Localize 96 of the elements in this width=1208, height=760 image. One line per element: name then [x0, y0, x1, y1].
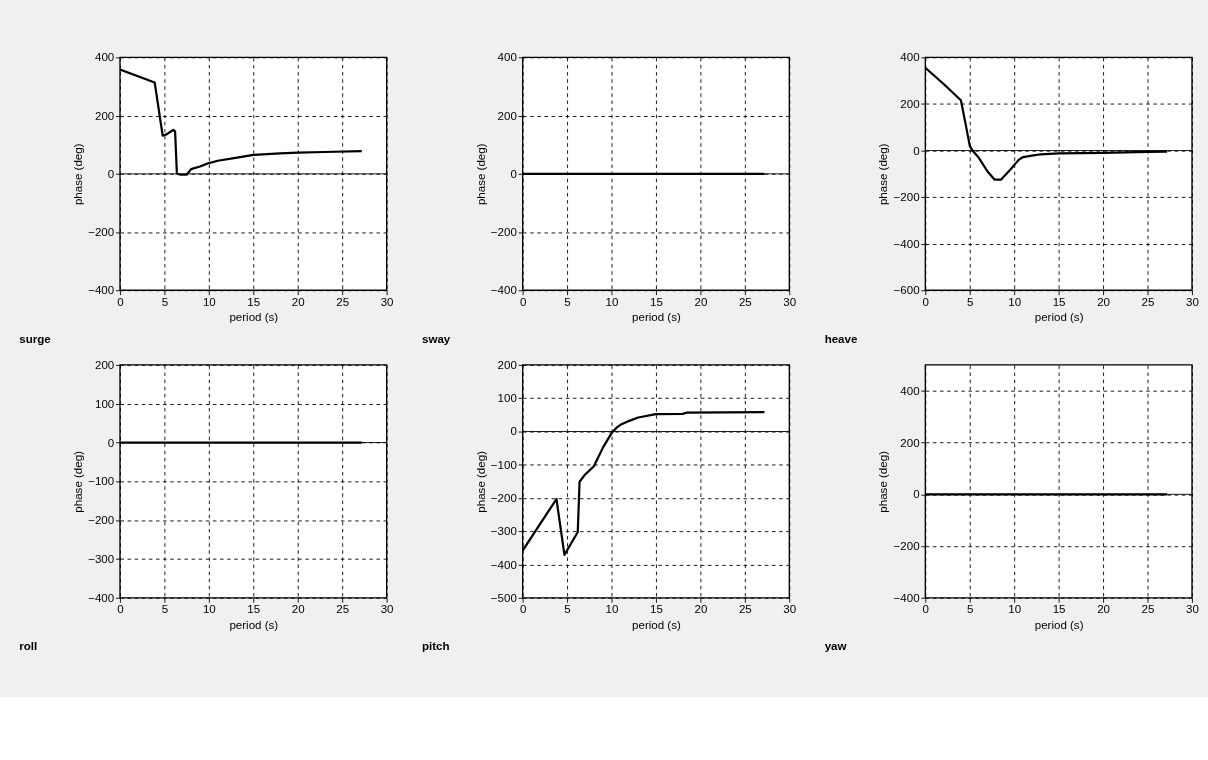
x-tick-label: 10: [1008, 295, 1022, 308]
x-tick-label: 0: [519, 603, 527, 616]
y-tick-label: −100: [88, 475, 115, 488]
x-tick-label: 5: [967, 295, 974, 308]
y-axis-title: phase (deg): [877, 143, 890, 206]
y-tick-label: −400: [490, 558, 517, 571]
x-tick-label: 25: [1141, 603, 1155, 616]
x-tick-label: 15: [1052, 603, 1066, 616]
y-tick-label: −300: [490, 525, 517, 538]
text: roll: [19, 640, 38, 653]
y-tick-label: 200: [94, 358, 115, 371]
y-tick-label: 200: [497, 109, 517, 122]
x-tick-label: 20: [694, 295, 708, 308]
text: pitch: [421, 640, 450, 653]
y-tick-label: −200: [88, 226, 115, 239]
y-tick-label: 400: [94, 51, 115, 64]
y-axis-title: phase (deg): [877, 450, 890, 513]
x-tick-label: 25: [336, 295, 350, 308]
x-tick-label: 20: [291, 603, 305, 616]
y-tick-label: 200: [900, 436, 920, 449]
x-tick-label: 25: [1141, 295, 1155, 308]
y-tick-label: −100: [490, 458, 517, 471]
x-tick-label: 15: [650, 295, 663, 308]
y-tick-label: 100: [94, 397, 115, 410]
y-tick-label: −500: [490, 591, 517, 604]
y-tick-label: −400: [490, 284, 517, 297]
y-axis-title: phase (deg): [71, 143, 84, 206]
y-tick-label: −400: [88, 591, 115, 604]
x-tick-label: 0: [519, 295, 527, 308]
x-tick-label: 30: [1186, 603, 1199, 616]
x-tick-label: 10: [1008, 603, 1022, 616]
y-tick-label: −200: [893, 191, 920, 204]
x-tick-label: 25: [738, 603, 752, 616]
x-tick-label: 20: [291, 295, 305, 308]
text: heave: [824, 332, 858, 345]
x-tick-label: 0: [922, 295, 929, 308]
x-tick-label: 10: [605, 295, 619, 308]
y-tick-label: 400: [900, 384, 920, 397]
y-tick-label: 400: [900, 51, 920, 64]
x-tick-label: 0: [922, 603, 929, 616]
text: yaw: [824, 640, 847, 653]
x-tick-label: 0: [117, 603, 124, 616]
x-tick-label: 25: [738, 295, 752, 308]
x-tick-label: 20: [1097, 603, 1110, 616]
y-tick-label: −200: [490, 492, 517, 505]
x-tick-label: 25: [336, 603, 350, 616]
x-tick-label: 5: [564, 295, 571, 308]
y-tick-label: −200: [893, 540, 920, 553]
y-tick-label: 0: [107, 167, 115, 180]
y-tick-label: −400: [893, 237, 920, 250]
text: surge: [19, 332, 52, 345]
x-tick-label: 0: [117, 295, 124, 308]
y-tick-label: −200: [490, 226, 517, 239]
y-tick-label: −200: [88, 514, 115, 527]
y-tick-label: −300: [88, 553, 115, 566]
x-tick-label: 10: [202, 295, 216, 308]
y-tick-label: 0: [510, 425, 517, 438]
y-axis-title: phase (deg): [474, 450, 487, 513]
x-tick-label: 5: [161, 603, 169, 616]
text: sway: [421, 332, 451, 345]
x-axis-title: period (s): [1034, 618, 1084, 631]
x-axis-title: period (s): [229, 618, 279, 631]
y-tick-label: 0: [107, 436, 115, 449]
x-tick-label: 5: [161, 295, 169, 308]
x-axis-title: period (s): [229, 310, 279, 323]
x-tick-label: 30: [380, 295, 394, 308]
x-tick-label: 5: [967, 603, 974, 616]
y-tick-label: −600: [893, 284, 920, 297]
y-axis-title: phase (deg): [474, 143, 487, 206]
x-tick-label: 30: [380, 603, 394, 616]
x-tick-label: 15: [247, 603, 261, 616]
x-tick-label: 30: [783, 603, 797, 616]
x-axis-title: period (s): [1034, 310, 1084, 323]
y-tick-label: 0: [913, 488, 920, 501]
x-axis-title: period (s): [632, 618, 681, 631]
y-tick-label: 400: [497, 51, 517, 64]
x-tick-label: 15: [247, 295, 261, 308]
y-tick-label: 200: [900, 97, 920, 110]
x-tick-label: 5: [564, 603, 571, 616]
x-tick-label: 15: [650, 603, 663, 616]
x-tick-label: 15: [1052, 295, 1066, 308]
y-tick-label: 200: [94, 109, 115, 122]
y-tick-label: −400: [893, 591, 920, 604]
x-tick-label: 20: [1097, 295, 1110, 308]
y-tick-label: −400: [88, 284, 115, 297]
y-tick-label: 200: [497, 358, 517, 371]
y-axis-title: phase (deg): [71, 450, 84, 513]
y-tick-label: 0: [510, 167, 517, 180]
x-tick-label: 20: [694, 603, 708, 616]
y-tick-label: 0: [913, 144, 920, 157]
x-axis-title: period (s): [632, 310, 681, 323]
x-tick-label: 30: [783, 295, 797, 308]
y-tick-label: 100: [497, 392, 517, 405]
x-tick-label: 10: [202, 603, 216, 616]
x-tick-label: 10: [605, 603, 619, 616]
x-tick-label: 30: [1186, 295, 1199, 308]
